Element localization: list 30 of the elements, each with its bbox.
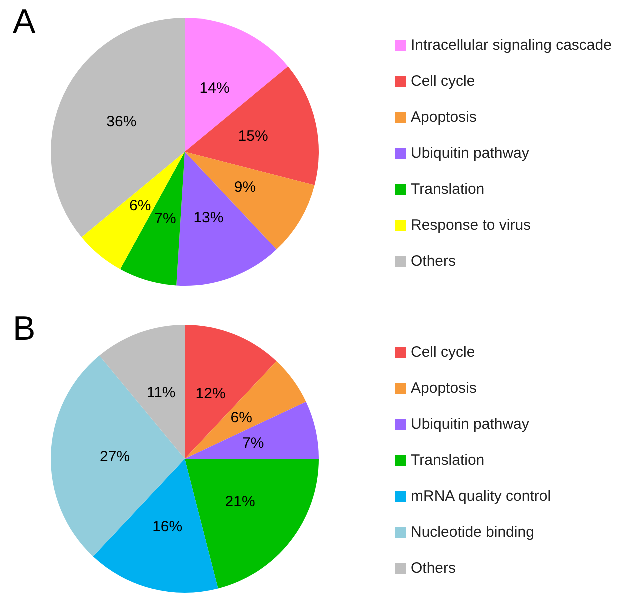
legend-label: Intracellular signaling cascade	[411, 37, 612, 54]
legend-label: Apoptosis	[411, 380, 477, 397]
data-label: 11%	[146, 384, 176, 402]
chart-title: A	[13, 3, 36, 41]
chart-title: B	[13, 310, 36, 348]
legend-label: Others	[411, 253, 456, 270]
data-label: 14%	[200, 80, 230, 98]
legend-label: Translation	[411, 452, 485, 469]
data-label: 13%	[194, 209, 224, 226]
legend-label: Nucleotide binding	[411, 524, 534, 541]
data-label: 6%	[230, 409, 252, 426]
legend-label: Response to virus	[411, 217, 532, 234]
legend-label: Ubiquitin pathway	[411, 145, 530, 162]
legend-label: Ubiquitin pathway	[411, 416, 530, 433]
legend-label: mRNA quality control	[411, 488, 552, 505]
data-label: 36%	[106, 114, 137, 131]
data-label: 15%	[238, 128, 268, 146]
legend-label: Cell cycle	[411, 344, 476, 361]
data-label: 27%	[100, 448, 130, 466]
legend-label: Apoptosis	[411, 109, 477, 126]
data-label: 12%	[196, 385, 226, 402]
legend-label: Translation	[411, 181, 485, 198]
data-label: 9%	[234, 179, 256, 196]
data-label: 7%	[242, 435, 264, 452]
data-label: 6%	[130, 197, 152, 214]
data-label: 21%	[225, 493, 256, 510]
data-label: 7%	[154, 210, 176, 228]
legend-label: Cell cycle	[411, 73, 476, 90]
legend-label: Others	[411, 560, 456, 577]
data-label: 16%	[152, 518, 183, 536]
